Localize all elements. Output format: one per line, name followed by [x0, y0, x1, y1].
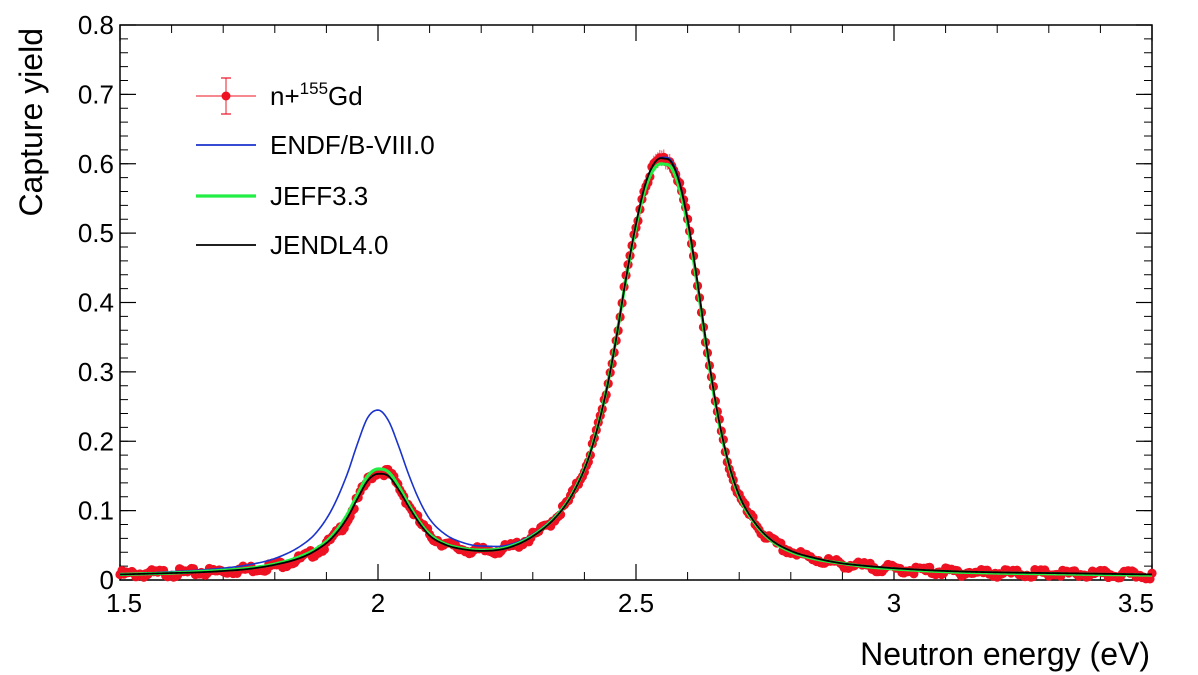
legend-label: JEFF3.3 — [270, 181, 368, 211]
series-line-jendl4-0 — [119, 157, 1153, 576]
x-tick-label: 2.5 — [618, 588, 654, 618]
y-tick-label: 0.7 — [78, 79, 114, 109]
legend-label: JENDL4.0 — [270, 230, 389, 260]
x-tick-label: 1.5 — [106, 588, 142, 618]
y-tick-label: 0.4 — [78, 288, 114, 318]
legend-item-jendl: JENDL4.0 — [196, 230, 389, 260]
legend-item-endf: ENDF/B-VIII.0 — [196, 130, 435, 160]
y-axis-title: Capture yield — [13, 28, 49, 217]
y-tick-label: 0.5 — [78, 218, 114, 248]
y-tick-label: 0.2 — [78, 426, 114, 456]
legend-label-superscript: 155 — [300, 79, 328, 98]
x-tick-label: 3 — [887, 588, 901, 618]
y-tick-label: 0.6 — [78, 149, 114, 179]
y-tick-label: 0.3 — [78, 357, 114, 387]
x-tick-label: 3.5 — [1118, 588, 1154, 618]
x-tick-label: 2 — [371, 588, 385, 618]
legend-label: n+155Gd — [270, 79, 363, 111]
legend: n+155Gd ENDF/B-VIII.0 JEFF3.3 JENDL4.0 — [196, 77, 435, 260]
y-tick-label: 0 — [100, 565, 114, 595]
legend-label-suffix: Gd — [328, 81, 363, 111]
legend-item-data: n+155Gd — [196, 77, 363, 115]
x-tick-labels: 1.5 2 2.5 3 3.5 — [106, 588, 1154, 618]
major-ticks — [119, 24, 1153, 581]
y-tick-labels: 0 0.1 0.2 0.3 0.4 0.5 0.6 0.7 0.8 — [78, 10, 114, 595]
y-tick-label: 0.1 — [78, 496, 114, 526]
legend-item-jeff: JEFF3.3 — [196, 181, 368, 211]
legend-label-prefix: n+ — [270, 81, 300, 111]
y-tick-label: 0.8 — [78, 10, 114, 40]
series-layer — [115, 149, 1157, 584]
x-axis-title: Neutron energy (eV) — [860, 636, 1150, 672]
legend-marker-point — [221, 91, 231, 101]
legend-label: ENDF/B-VIII.0 — [270, 130, 435, 160]
